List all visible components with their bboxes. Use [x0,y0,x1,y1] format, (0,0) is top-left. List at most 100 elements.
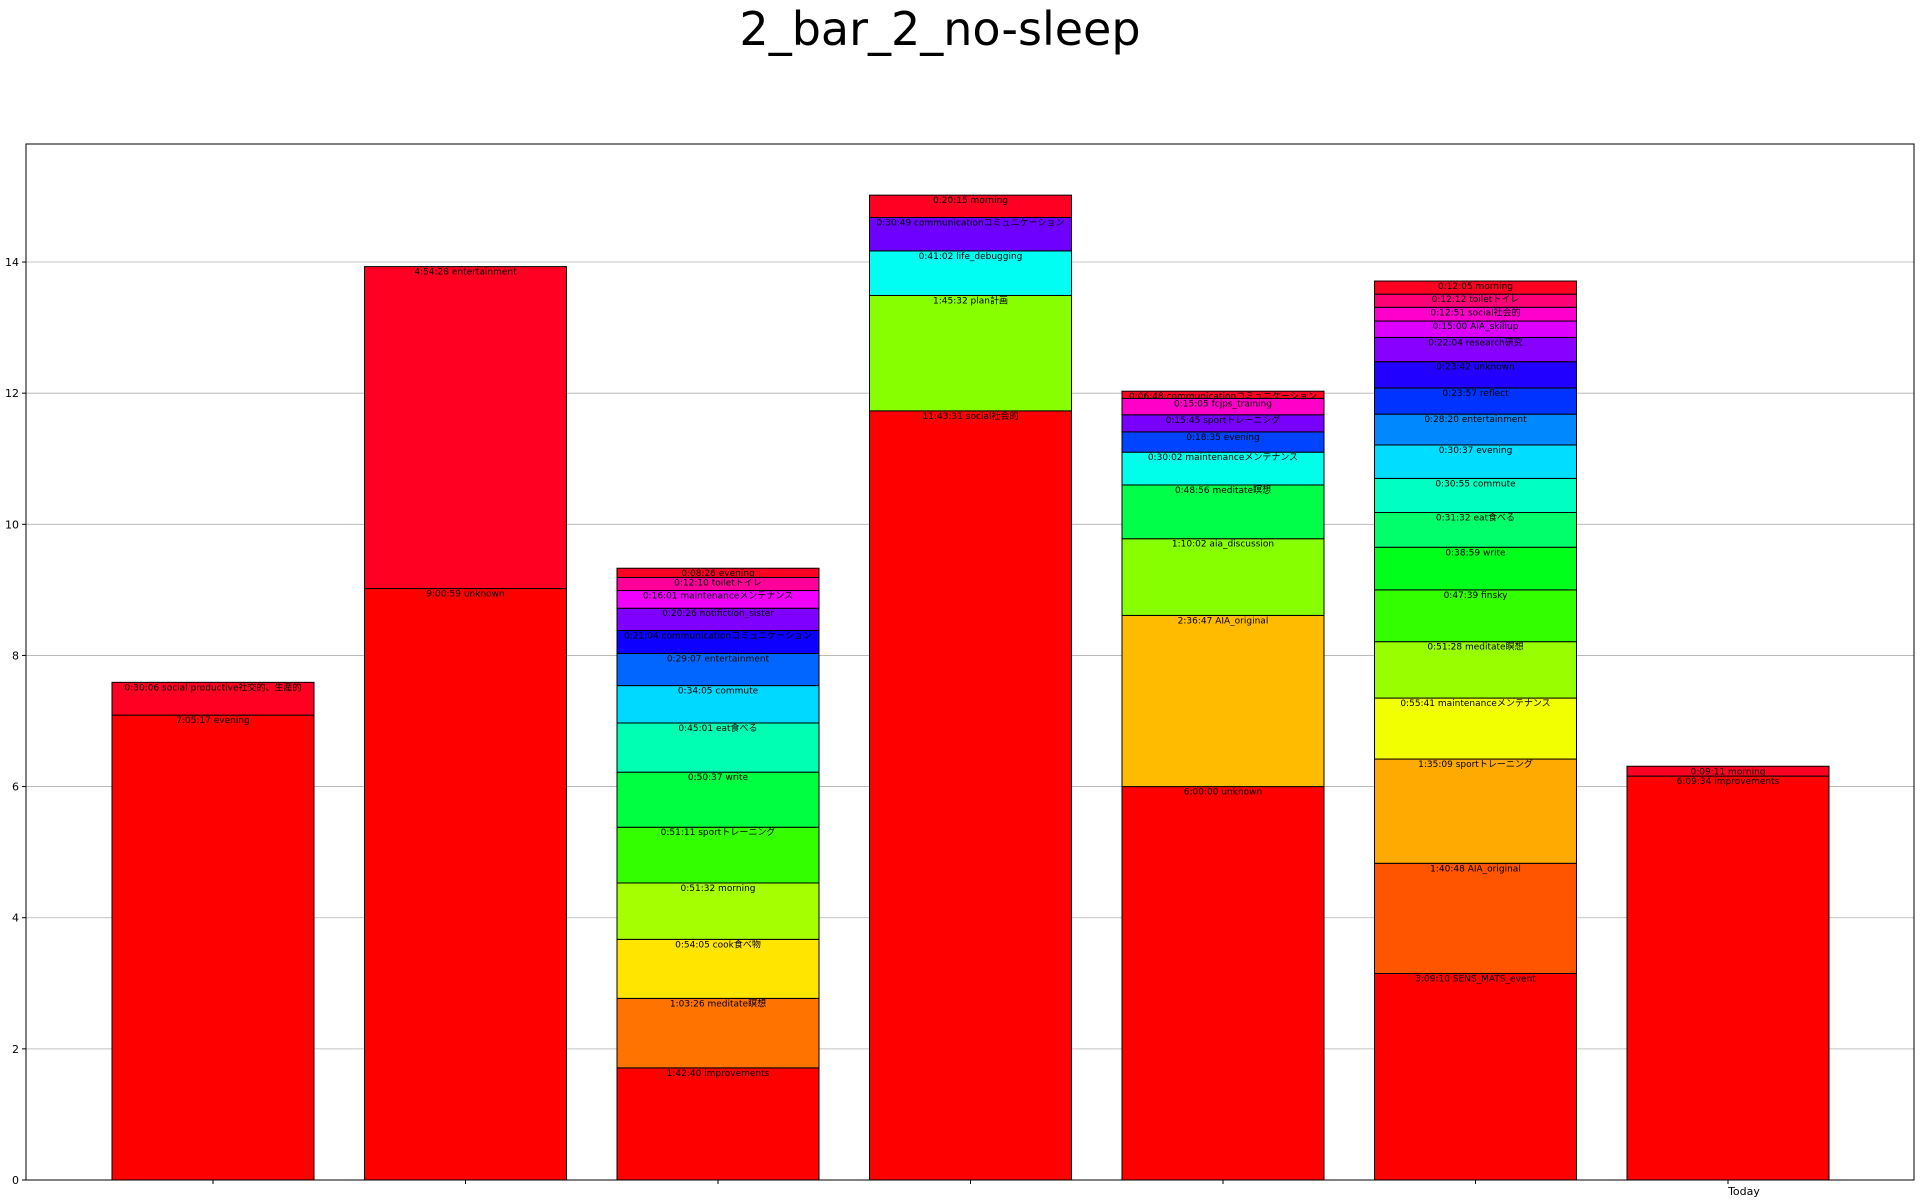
bar-segment [364,588,567,1181]
y-tick-label: 12 [5,387,19,400]
bar-segment-label: 0:12:12 toiletトイレ [1432,295,1520,305]
bar-segment-label: 1:40:48 AIA_original [1430,864,1521,874]
bar-segment-label: 0:28:20 entertainment [1424,415,1527,425]
bar-segment [616,997,820,1069]
bar-segment [1121,786,1325,1181]
bar-segment-label: 0:48:56 meditate瞑想 [1175,484,1271,496]
bar-segment-label: 6:09:34 improvements [1677,777,1780,787]
bar-segment [111,714,315,1181]
bar-segment [616,771,820,828]
x-tick-label: Today [1727,1185,1760,1198]
bar-segment-label: 2:36:47 AIA_original [1178,616,1269,626]
bar-segment-label: 9:00:59 unknown [426,590,504,600]
bar-segment [1374,387,1577,415]
bar-segment [616,567,820,578]
bar-segment-label: 0:45:01 eat食べる [678,722,757,734]
y-tick-label: 8 [12,649,19,662]
bar-segment [1374,477,1577,514]
bar-segment [869,250,1072,296]
bar-segment-label: 0:23:57 reflect [1442,389,1509,399]
bar-segment-label: 0:51:32 morning [681,884,756,894]
bar-segment [1374,758,1577,864]
bar-segment-label: 0:51:11 sportトレーニング [661,826,776,838]
bar-segment [869,194,1072,218]
bar-segment-label: 0:18:35 evening [1186,433,1260,443]
bar-segment [869,294,1072,412]
bar-segment-label: 0:12:10 toiletトイレ [674,578,762,588]
bar-segment-label: 0:30:49 communicationコミュニケーション [877,217,1065,228]
y-tick-label: 14 [5,256,19,269]
bar-segment-label: 0:15:45 sportトレーニング [1166,414,1281,426]
bar-segment [869,216,1072,252]
bar-segment [1374,589,1577,643]
bar-segment-label: 0:15:00 AIA_skillup [1433,322,1519,332]
bar-segment-label: 0:09:11 morning [1691,767,1766,777]
bar-segment [869,410,1072,1181]
bar-segment [111,681,315,716]
y-tick-label: 6 [12,781,19,794]
bar-segment [1626,765,1830,777]
bar-segment-label: 0:30:06 social productive社交的、生産的 [124,681,301,693]
bar-segment [616,1067,820,1181]
bar-segment-label: 0:31:32 eat食べる [1436,512,1515,524]
bar-segment-label: 0:34:05 commute [678,687,759,697]
bar-segment-label: 0:12:05 morning [1438,282,1513,292]
bar-segment-label: 11:43:31 social社会的 [923,410,1019,422]
bar-segment [1121,451,1325,486]
bar-segment-label: 1:35:09 sportトレーニング [1418,758,1533,770]
bar-segment-label: 0:51:28 meditate瞑想 [1427,641,1523,653]
bar-segment-label: 0:30:37 evening [1439,446,1513,456]
bar-segment [1374,972,1577,1181]
bar-segment [1121,614,1325,788]
bar-segment-label: 0:22:04 research研究 [1428,336,1523,348]
bar-segment-label: 0:50:37 write [688,773,749,783]
bar-segment-label: 0:16:01 maintenanceメンテナンス [643,591,793,602]
bar-segment-label: 0:30:02 maintenanceメンテナンス [1148,452,1298,463]
bar-segment [1374,361,1577,389]
bar-segment-label: 0:29:07 entertainment [667,654,770,664]
bar-segment-label: 0:41:02 life_debugging [919,252,1023,262]
bar-segment-label: 0:12:51 social社会的 [1430,306,1520,318]
y-tick-label: 0 [12,1174,19,1187]
bar-segment-label: 1:10:02 aia_discussion [1172,540,1274,550]
bar-segment-label: 0:47:39 finsky [1444,591,1509,601]
bar-segment [616,826,820,884]
bar-segment-label: 0:38:59 write [1445,548,1506,558]
plot-frame [25,143,1915,1181]
chart-title: 2_bar_2_no-sleep [739,2,1141,56]
bar-segment-label: 0:20:15 morning [933,196,1008,206]
bar-segment-label: 1:03:26 meditate瞑想 [670,997,766,1009]
bar-segment-label: 7:05:17 evening [176,716,250,726]
bar-segment-label: 4:54:28 entertainment [414,268,517,278]
bar-segment [616,685,820,724]
bar-segment-label: 6:00:00 unknown [1184,788,1262,798]
bar-segment [1374,641,1577,699]
bar-segment-label: 1:45:32 plan計画 [933,294,1008,306]
bar-segment-label: 3:09:10 SENS_MATS_event [1415,974,1536,984]
bar-segment [1121,390,1325,399]
bar-segment [364,266,567,590]
bar-segment [1121,484,1325,540]
bar-segment [1374,862,1577,974]
bar-segment-label: 0:54:05 cook食べ物 [675,938,761,950]
bar-segment [1374,336,1577,363]
y-tick-label: 4 [12,912,19,925]
bar-segment-label: 0:15:05 fcjps_training [1174,399,1272,409]
bar-segment [1374,546,1577,591]
bar-segment-label: 0:06:48 communicationコミュニケーション [1129,391,1317,402]
bar-segment-label: 0:21:04 communicationコミュニケーション [624,631,812,642]
bar-segment [1374,697,1577,760]
bar-segment-label: 0:08:26 evening [681,569,755,579]
y-tick-label: 2 [12,1043,19,1056]
bar-segment [616,722,820,773]
bar-segment [1121,538,1325,616]
bar-segment [616,652,820,687]
bar-segment-label: 0:23:42 unknown [1436,363,1514,373]
y-tick-label: 10 [5,518,19,531]
bar-segment-label: 0:20:26 notifiction_sister [662,609,774,619]
bar-segment [1626,775,1830,1181]
bar-segment-label: 1:42:40 improvements [667,1069,770,1079]
bar-segment-label: 0:55:41 maintenanceメンテナンス [1400,698,1550,709]
bar-segment-label: 0:30:55 commute [1435,479,1516,489]
